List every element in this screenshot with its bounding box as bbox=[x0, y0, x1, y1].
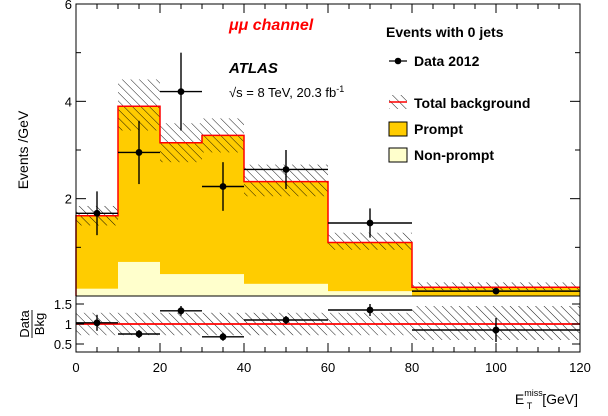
main-y-ticks: 2 4 6 bbox=[65, 0, 580, 248]
y-axis-label: Events /GeV bbox=[15, 110, 31, 189]
non-prompt-bar bbox=[76, 288, 118, 296]
ratio-point bbox=[135, 330, 143, 338]
x-tick-label: 60 bbox=[321, 360, 335, 375]
legend-label-prompt: Prompt bbox=[414, 121, 463, 137]
data-point bbox=[492, 287, 500, 295]
prompt-bar bbox=[160, 142, 202, 275]
atlas-label: ATLAS bbox=[228, 60, 278, 77]
x-tick-label: 0 bbox=[72, 360, 79, 375]
ratio-label-denominator: Bkg bbox=[32, 313, 47, 335]
x-tick-label: 80 bbox=[405, 360, 419, 375]
legend-item-total-background: Total background bbox=[389, 95, 530, 111]
data-point bbox=[93, 209, 101, 217]
ratio-uncertainty-band bbox=[76, 306, 580, 340]
legend-label-total-background: Total background bbox=[414, 95, 530, 111]
data-point bbox=[177, 88, 185, 95]
main-y-tick-label: 2 bbox=[65, 192, 72, 207]
non-prompt-bar bbox=[244, 283, 328, 296]
ratio-y-tick-label: 0.5 bbox=[54, 337, 72, 352]
background-band-bin bbox=[412, 282, 580, 291]
non-prompt-bar bbox=[160, 274, 202, 296]
ratio-y-ticks: 0.5 1 1.5 bbox=[54, 297, 580, 352]
ratio-point bbox=[177, 307, 185, 315]
energy-label: √s = 8 TeV, 20.3 fb-1 bbox=[229, 84, 344, 100]
channel-label: μμ channel bbox=[228, 17, 314, 34]
ratio-point bbox=[219, 333, 227, 341]
ratio-point bbox=[93, 319, 101, 327]
x-axis-label: Emiss T [GeV] bbox=[515, 388, 578, 411]
background-band-bin bbox=[328, 232, 412, 250]
main-y-tick-label: 6 bbox=[65, 0, 72, 12]
ratio-label-numerator: Data bbox=[17, 310, 32, 338]
legend-label-data: Data 2012 bbox=[414, 53, 480, 69]
x-tick-label: 100 bbox=[485, 360, 507, 375]
x-tick-label: 40 bbox=[237, 360, 251, 375]
legend-label-non-prompt: Non-prompt bbox=[414, 147, 494, 163]
data-point bbox=[366, 219, 374, 227]
prompt-bar bbox=[244, 181, 328, 284]
ratio-points bbox=[76, 304, 580, 342]
ratio-x-ticks: 0 20 40 60 80 100 120 bbox=[72, 343, 591, 375]
ratio-y-tick-label: 1.5 bbox=[54, 297, 72, 312]
main-y-tick-label: 4 bbox=[65, 94, 72, 109]
prompt-bar bbox=[328, 242, 412, 292]
legend: Events with 0 jets Data 2012 Total backg… bbox=[386, 24, 530, 163]
ratio-panel: 0.5 1 1.5 0 20 40 60 80 100 120 Data Bkg Emiss T[… bbox=[17, 295, 591, 411]
data-point bbox=[135, 149, 143, 156]
data-points bbox=[76, 52, 580, 295]
data-point bbox=[219, 183, 227, 190]
legend-item-data: Data 2012 bbox=[389, 53, 480, 69]
annotations: μμ channel ATLAS √s = 8 TeV, 20.3 fb-1 bbox=[228, 17, 344, 100]
non-prompt-bar bbox=[202, 274, 244, 296]
x-tick-label: 120 bbox=[569, 360, 591, 375]
main-panel: 2 4 6 Events /GeV bbox=[15, 0, 581, 297]
ratio-point bbox=[282, 316, 290, 324]
total-background-line bbox=[75, 105, 580, 296]
main-x-ticks bbox=[75, 4, 581, 13]
ratio-point bbox=[366, 306, 374, 314]
legend-title: Events with 0 jets bbox=[386, 24, 504, 40]
ratio-y-axis-label: Data Bkg bbox=[17, 310, 47, 338]
ratio-y-tick-label: 1 bbox=[65, 317, 72, 332]
data-point bbox=[282, 166, 290, 173]
legend-item-non-prompt: Non-prompt bbox=[388, 147, 494, 163]
non-prompt-bar bbox=[118, 261, 160, 296]
non-prompt-bar bbox=[328, 291, 412, 296]
x-tick-label: 20 bbox=[153, 360, 167, 375]
ratio-point bbox=[492, 326, 500, 334]
main-bars bbox=[76, 106, 580, 296]
legend-item-prompt: Prompt bbox=[388, 121, 463, 137]
